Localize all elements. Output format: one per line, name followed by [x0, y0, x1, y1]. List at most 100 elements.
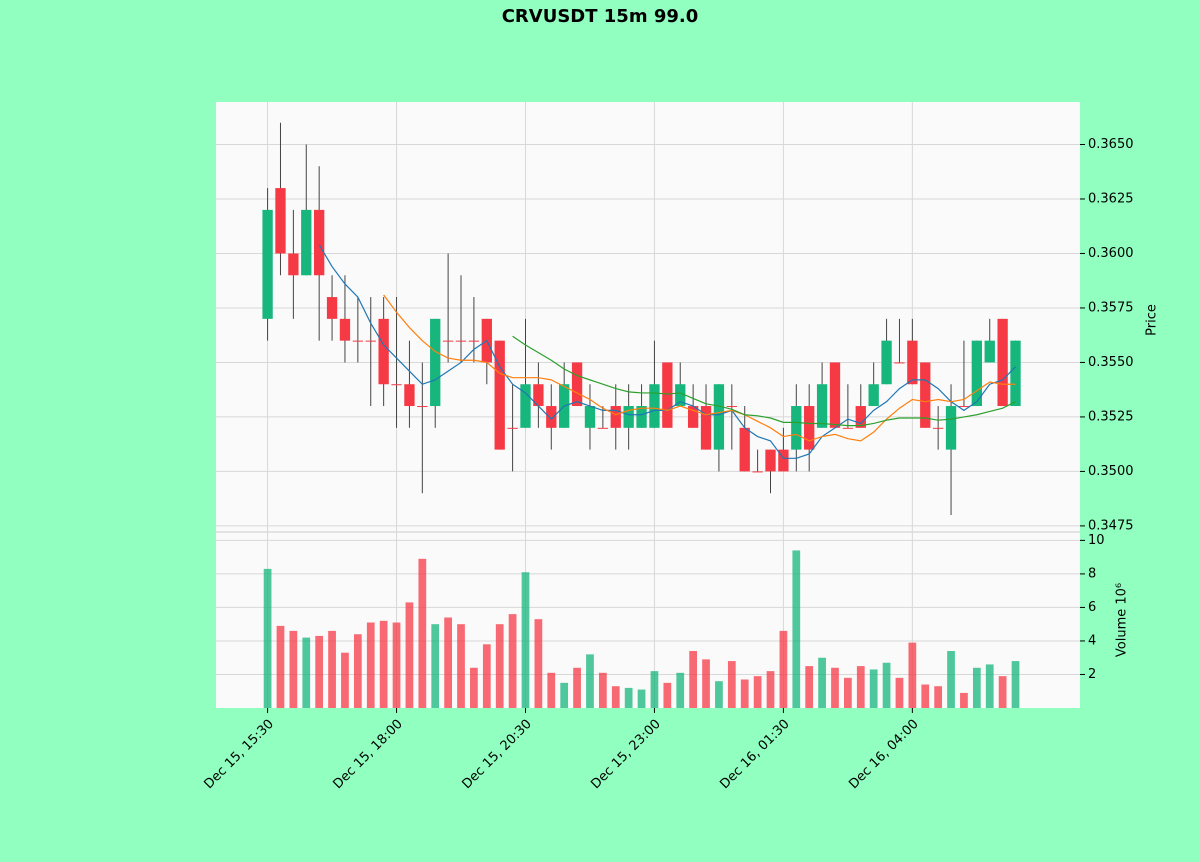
volume-tick-label: 10 — [1088, 533, 1105, 548]
candle-body — [713, 384, 725, 450]
x-tick-label: Dec 16, 01:30 — [717, 717, 792, 792]
volume-bar — [740, 679, 749, 708]
volume-bar — [972, 667, 981, 708]
volume-bar — [353, 634, 362, 708]
volume-bar — [482, 644, 491, 708]
volume-bar — [779, 630, 788, 708]
volume-bar — [328, 630, 336, 708]
volume-bar — [650, 671, 659, 708]
candle-body — [675, 384, 686, 407]
volume-bar — [392, 622, 401, 708]
volume-bar — [366, 622, 375, 708]
volume-bar — [882, 662, 891, 708]
candle-body — [804, 406, 815, 450]
y-axis-label: Price — [1145, 304, 1160, 336]
candle-body — [533, 384, 544, 407]
candle-body — [778, 449, 789, 472]
candle-body — [597, 427, 609, 429]
candle-body — [417, 406, 428, 408]
volume-bar — [379, 620, 388, 708]
volume-bar — [495, 624, 504, 708]
volume-bar — [508, 614, 517, 708]
y-tick-label: 0.3600 — [1088, 246, 1134, 261]
candle-body — [752, 471, 763, 473]
volume-tick-label: 8 — [1088, 566, 1096, 581]
volume-bar — [560, 682, 569, 708]
candle-body — [288, 253, 299, 276]
candle-body — [262, 209, 273, 319]
candle-body — [365, 340, 376, 342]
candle-body — [855, 406, 866, 428]
candle-body — [610, 406, 621, 428]
candle-body — [971, 340, 982, 407]
candle-body — [546, 406, 557, 428]
candle-body — [894, 362, 905, 364]
x-tick-label: Dec 15, 18:00 — [330, 717, 405, 792]
candle-body — [829, 362, 841, 428]
volume-bar — [856, 666, 865, 708]
candle-body — [687, 406, 699, 428]
candle-body — [700, 406, 712, 450]
candle-body — [662, 362, 673, 428]
volume-bar — [276, 625, 285, 708]
volume-bar — [418, 558, 427, 708]
volume-bar — [844, 677, 852, 708]
volume-bar — [263, 568, 272, 708]
candle-body — [1010, 340, 1021, 407]
candle-body — [636, 406, 647, 428]
volume-bar — [689, 651, 698, 708]
candle-body — [791, 406, 802, 450]
y-tick-label: 0.3575 — [1088, 300, 1134, 315]
x-tick-label: Dec 15, 15:30 — [202, 717, 277, 792]
volume-bar — [315, 635, 324, 708]
candle-body — [881, 340, 892, 385]
candle-body — [494, 340, 505, 450]
x-tick-label: Dec 15, 23:00 — [588, 717, 663, 792]
volume-bar — [598, 672, 607, 708]
volume-tick-label: 6 — [1088, 600, 1096, 615]
y-tick-label: 0.3625 — [1088, 191, 1134, 206]
candle-body — [623, 406, 634, 428]
volume-bar — [998, 676, 1007, 708]
candle-body — [907, 340, 918, 385]
volume-bar — [573, 667, 581, 708]
volume-bar — [457, 624, 465, 708]
candle-body — [520, 384, 531, 428]
volume-bar — [289, 630, 298, 708]
candle-body — [442, 340, 454, 342]
candle-body — [932, 427, 944, 429]
y-tick-label: 0.3525 — [1088, 409, 1134, 424]
candle-body — [455, 340, 467, 342]
volume-bar — [624, 687, 633, 708]
volume-bar — [947, 651, 955, 708]
volume-tick-label: 2 — [1088, 667, 1096, 682]
volume-bar — [921, 684, 930, 708]
volume-bar — [831, 667, 839, 708]
candle-body — [339, 318, 351, 341]
candle-body — [301, 209, 312, 276]
volume-bar — [960, 692, 968, 708]
candle-body — [430, 318, 441, 407]
x-tick-label: Dec 15, 20:30 — [459, 717, 534, 792]
candle-body — [468, 340, 480, 342]
volume-bar — [431, 624, 440, 708]
y-tick-label: 0.3650 — [1088, 137, 1134, 152]
candle-body — [352, 340, 364, 342]
candle-body — [378, 318, 389, 385]
volume-bar — [547, 672, 556, 708]
candle-body — [765, 449, 776, 472]
volume-bar — [727, 661, 736, 708]
x-tick-label: Dec 16, 04:00 — [846, 717, 921, 792]
moving-average — [512, 335, 1016, 427]
candle-body — [326, 297, 338, 319]
volume-bar — [985, 664, 994, 708]
volume-bar — [1011, 661, 1020, 708]
candle-body — [868, 384, 879, 407]
candle-body — [984, 340, 995, 363]
candle-body — [842, 427, 854, 429]
candle-body — [726, 406, 737, 408]
volume-bar — [534, 619, 543, 708]
candle-body — [920, 362, 931, 428]
candle-body — [649, 384, 660, 428]
volume-bar — [611, 686, 620, 708]
